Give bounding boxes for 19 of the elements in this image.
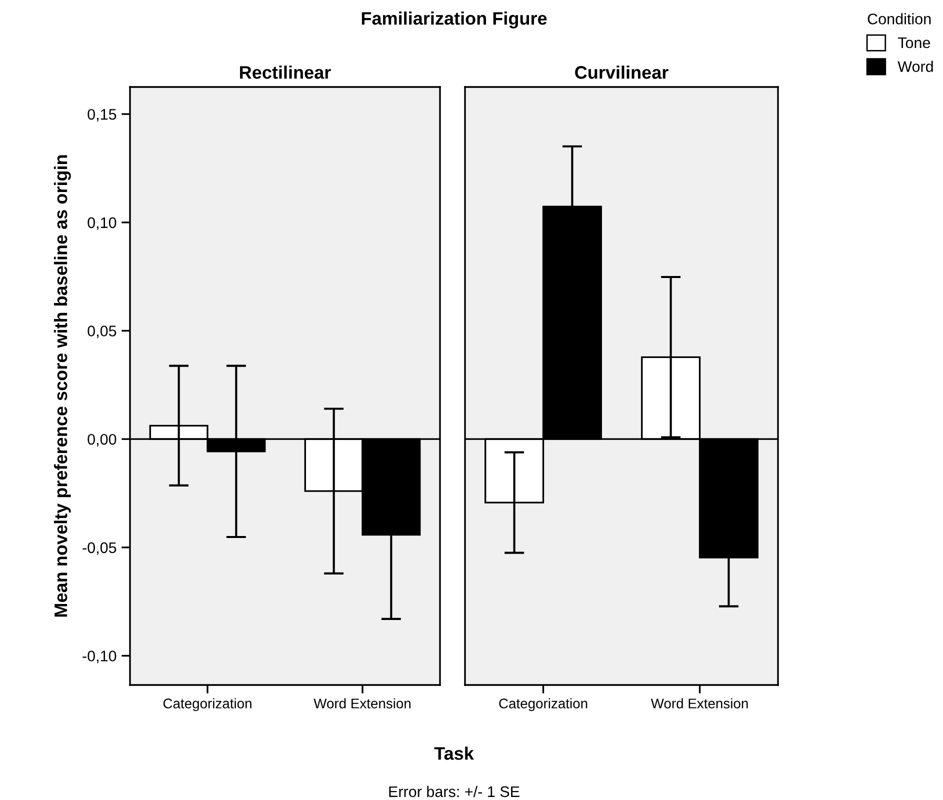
- chart-title: Rectilinear: [240, 66, 331, 79]
- x-tick-label: Categorization: [163, 698, 252, 712]
- legend-title: Condition: [868, 13, 931, 24]
- y-tick-label: -0,05: [82, 542, 116, 555]
- y-tick-label: 0,05: [88, 326, 116, 338]
- chart-title: Curvilinear: [575, 66, 668, 79]
- legend-label: Word: [898, 60, 933, 72]
- x-tick-label: Word Extension: [650, 698, 748, 708]
- x-axis-title: Task: [434, 746, 474, 760]
- text: Familiarization Figure: [362, 12, 547, 28]
- x-tick-label: Word Extension: [314, 698, 410, 708]
- y-axis-title: Mean novelty preference score with baseline as origin: [54, 155, 71, 617]
- y-tick-label: 0,00: [88, 434, 116, 447]
- text: Error bars: +/- 1 SE: [389, 786, 520, 798]
- x-tick-label: Categorization: [499, 698, 588, 712]
- y-tick-label: -0,10: [82, 650, 116, 664]
- legend-label: Tone: [898, 38, 930, 48]
- y-tick-label: 0,10: [88, 217, 116, 230]
- y-tick-label: 0,15: [88, 108, 116, 122]
